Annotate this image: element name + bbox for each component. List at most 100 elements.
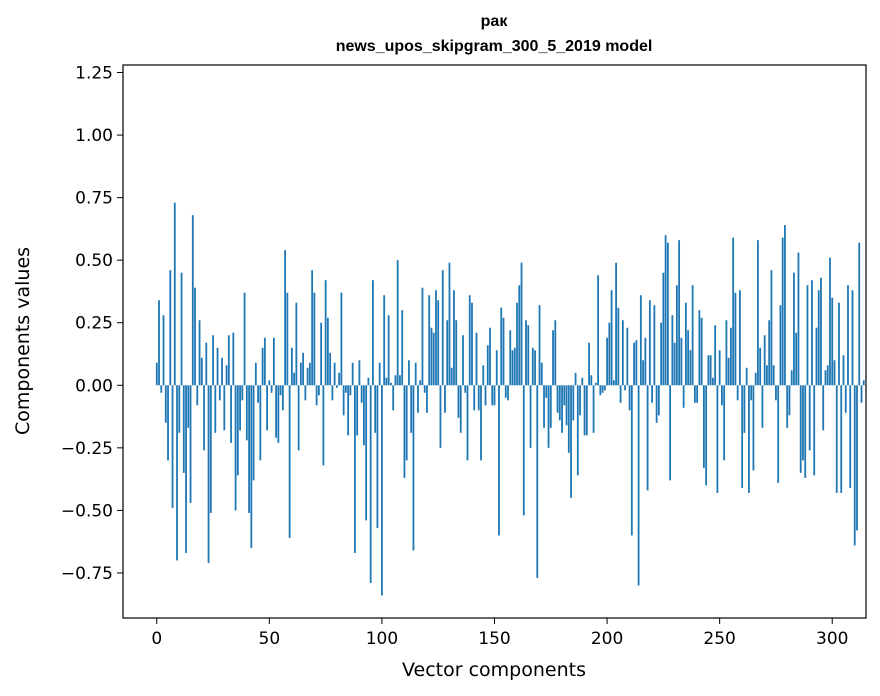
bar-89 <box>356 385 359 436</box>
x-tick-label: 150 <box>478 629 510 649</box>
bar-56 <box>281 385 284 411</box>
bar-292 <box>813 385 816 476</box>
bar-199 <box>603 385 606 391</box>
bar-256 <box>732 237 735 386</box>
bar-284 <box>795 332 798 386</box>
bar-66 <box>304 385 307 401</box>
bar-98 <box>376 385 379 528</box>
bar-298 <box>826 365 829 386</box>
bar-211 <box>630 385 633 536</box>
y-tick-label: 0.25 <box>75 314 113 334</box>
bar-236 <box>687 330 690 386</box>
bar-90 <box>358 360 361 386</box>
bar-293 <box>815 327 818 386</box>
bar-180 <box>561 385 563 433</box>
bar-203 <box>612 380 615 386</box>
bar-122 <box>430 327 433 386</box>
bar-182 <box>565 385 568 426</box>
x-axis-label: Vector components <box>402 659 586 681</box>
bar-36 <box>236 385 239 476</box>
bar-17 <box>194 287 196 386</box>
bar-9 <box>176 385 178 561</box>
x-tick-label: 50 <box>259 629 281 649</box>
y-tick-label: 0.00 <box>75 376 113 396</box>
bar-166 <box>529 385 532 448</box>
bar-59 <box>288 385 291 538</box>
bar-216 <box>642 360 645 386</box>
bar-39 <box>243 292 246 386</box>
bar-206 <box>619 385 622 403</box>
bar-198 <box>601 385 604 393</box>
bar-91 <box>360 385 363 403</box>
bar-119 <box>423 385 426 393</box>
bar-285 <box>797 252 800 386</box>
bar-103 <box>387 315 390 386</box>
bar-1 <box>158 300 160 386</box>
bar-20 <box>200 357 203 386</box>
bar-272 <box>768 320 771 386</box>
bar-265 <box>752 385 755 471</box>
bar-157 <box>509 330 512 386</box>
bar-212 <box>633 342 635 386</box>
bar-240 <box>696 385 699 403</box>
bar-50 <box>268 380 271 386</box>
bar-27 <box>216 347 219 386</box>
bar-255 <box>730 327 732 386</box>
bar-18 <box>196 385 199 406</box>
chart-title: рак <box>481 13 509 30</box>
bar-75 <box>324 280 327 386</box>
bar-204 <box>615 262 617 386</box>
bar-116 <box>417 385 419 413</box>
bar-162 <box>520 262 523 386</box>
bar-283 <box>793 272 795 386</box>
bar-280 <box>786 385 789 428</box>
plot-frame <box>122 64 867 619</box>
bar-219 <box>648 300 651 386</box>
bar-152 <box>498 385 500 536</box>
bar-222 <box>655 385 658 423</box>
bar-145 <box>482 365 485 386</box>
bar-253 <box>725 320 728 386</box>
bar-191 <box>585 385 588 436</box>
bar-238 <box>691 285 694 386</box>
bar-167 <box>531 347 534 386</box>
bar-4 <box>164 385 167 423</box>
bar-177 <box>554 320 557 386</box>
bar-25 <box>212 335 214 386</box>
bar-311 <box>856 385 858 531</box>
bar-15 <box>189 385 192 503</box>
bar-275 <box>775 385 777 401</box>
bar-173 <box>545 385 548 398</box>
bar-79 <box>333 362 336 386</box>
bar-159 <box>513 347 516 386</box>
bar-197 <box>599 385 602 396</box>
bar-78 <box>331 385 334 401</box>
bar-164 <box>525 320 527 386</box>
bar-250 <box>718 350 721 386</box>
bar-58 <box>286 292 289 386</box>
bar-192 <box>588 342 590 386</box>
bar-88 <box>354 385 356 553</box>
bar-226 <box>664 235 667 386</box>
bar-21 <box>203 385 205 451</box>
bar-127 <box>441 270 444 386</box>
bar-92 <box>363 385 365 446</box>
bar-136 <box>462 335 464 386</box>
bar-156 <box>507 385 509 401</box>
bar-188 <box>579 385 581 416</box>
bar-52 <box>272 337 275 386</box>
bar-106 <box>394 375 397 386</box>
bar-62 <box>295 302 298 386</box>
bar-297 <box>824 370 827 386</box>
bar-276 <box>777 385 780 483</box>
bar-84 <box>344 385 347 393</box>
bar-155 <box>504 385 507 398</box>
bar-208 <box>624 385 626 391</box>
bar-123 <box>432 332 435 386</box>
bar-223 <box>657 385 660 416</box>
bar-111 <box>405 385 408 461</box>
bar-48 <box>263 337 266 386</box>
x-tick-label: 300 <box>816 629 848 649</box>
bar-22 <box>205 342 208 386</box>
bar-49 <box>266 385 268 431</box>
